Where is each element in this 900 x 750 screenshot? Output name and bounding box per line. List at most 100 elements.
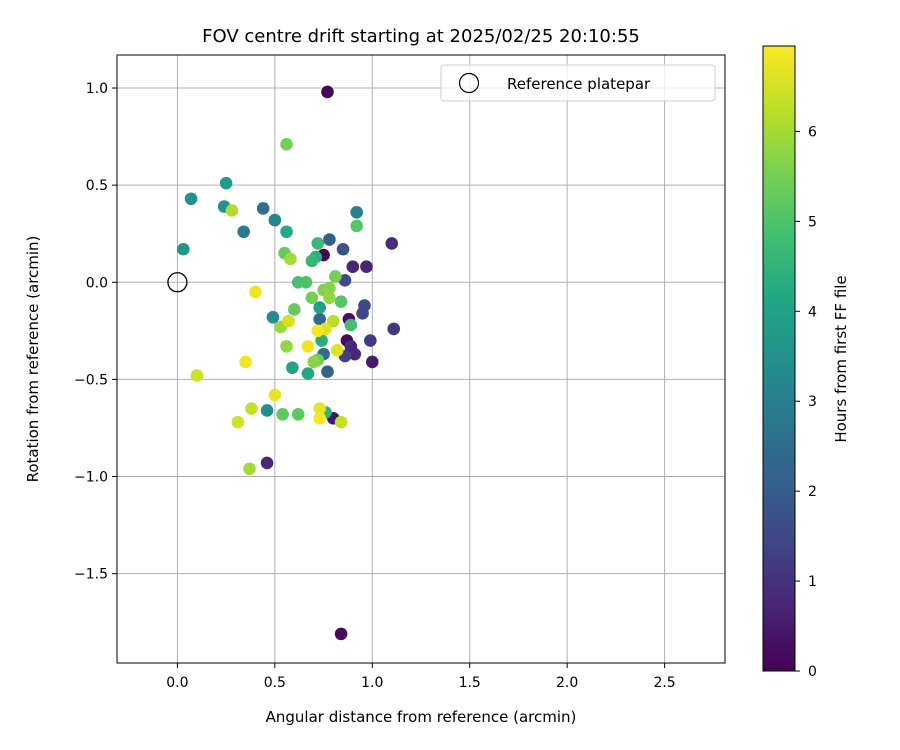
colorbar-label: Hours from first FF file (832, 275, 850, 442)
data-point (313, 411, 326, 425)
x-tick-label: 1.5 (459, 675, 481, 691)
data-point (256, 202, 270, 215)
legend-label: Reference platepar (507, 75, 651, 93)
y-axis-label: Rotation from reference (arcmin) (24, 236, 42, 483)
data-point (334, 415, 348, 429)
data-point (307, 355, 321, 369)
plot-frame (116, 54, 726, 664)
data-point (346, 260, 360, 274)
chart-title: FOV centre drift starting at 2025/02/25 … (202, 26, 640, 47)
data-point (280, 225, 293, 239)
data-point (231, 415, 245, 429)
data-point (266, 310, 280, 324)
data-point (323, 291, 336, 305)
y-tick-label: −0.5 (74, 372, 108, 388)
data-point (280, 340, 293, 353)
data-point (334, 627, 348, 641)
x-axis-ticks: 0.0 0.5 1.0 1.5 2.0 2.5 (166, 663, 676, 691)
data-point (268, 388, 282, 402)
y-tick-label: 1.0 (86, 81, 108, 97)
data-point (385, 237, 399, 250)
data-point (282, 314, 295, 328)
data-point (301, 340, 315, 353)
data-point (365, 355, 379, 369)
data-point (280, 138, 293, 151)
data-point (350, 219, 363, 233)
colorbar-tick-label: 3 (808, 394, 817, 410)
data-point (313, 301, 326, 314)
y-tick-label: −1.5 (74, 567, 108, 583)
data-point (321, 365, 334, 378)
data-point (237, 225, 250, 239)
data-point (249, 285, 262, 299)
data-point (334, 295, 348, 308)
colorbar-tick-label: 6 (808, 124, 817, 140)
data-point (301, 367, 315, 380)
legend-marker-icon (458, 72, 480, 94)
data-point (284, 252, 297, 266)
data-point (323, 281, 336, 295)
data-point (176, 242, 190, 256)
data-point (239, 355, 252, 369)
colorbar-ticks: 0 1 2 3 4 5 6 (795, 124, 817, 680)
legend: Reference platepar (440, 64, 716, 102)
data-point (387, 322, 401, 336)
y-axis-ticks: 1.0 0.5 0.0 −0.5 −1.0 −1.5 (74, 81, 117, 583)
data-point (286, 361, 299, 375)
data-point (291, 408, 305, 421)
y-tick-label: 0.0 (86, 275, 108, 291)
x-tick-label: 0.0 (166, 675, 188, 691)
data-point (360, 260, 373, 274)
x-tick-label: 2.0 (556, 675, 578, 691)
data-point (328, 270, 342, 283)
y-tick-label: −1.0 (74, 470, 108, 486)
data-point (276, 408, 289, 421)
legend-box (440, 64, 716, 102)
data-point (344, 318, 358, 332)
data-point (225, 204, 239, 217)
data-point (260, 404, 274, 417)
colorbar-tick-label: 0 (808, 664, 817, 680)
data-point (315, 334, 328, 347)
data-point (330, 343, 344, 357)
colorbar-tick-label: 1 (808, 574, 817, 590)
data-point (305, 254, 319, 268)
data-point (219, 176, 233, 190)
data-point (364, 334, 377, 347)
data-point (336, 242, 350, 256)
data-point (243, 462, 256, 476)
x-tick-label: 2.5 (653, 675, 675, 691)
data-point (305, 291, 319, 305)
data-point (338, 274, 352, 287)
data-point (321, 85, 334, 99)
data-point (358, 299, 371, 312)
colorbar-tick-label: 4 (808, 304, 817, 320)
colorbar-gradient (762, 45, 796, 672)
data-point (311, 324, 325, 338)
data-point (311, 237, 325, 250)
colorbar-tick-label: 5 (808, 214, 817, 230)
colorbar-tick-label: 2 (808, 484, 817, 500)
data-point (260, 456, 274, 470)
data-point (313, 312, 326, 326)
x-tick-label: 1.0 (361, 675, 383, 691)
grid (117, 55, 725, 663)
data-points (167, 85, 401, 641)
data-point (190, 369, 204, 382)
data-point (350, 206, 363, 219)
data-point (348, 347, 362, 361)
data-point (245, 402, 258, 415)
data-point (323, 233, 336, 246)
x-tick-label: 0.5 (264, 675, 286, 691)
data-point (299, 275, 313, 289)
y-tick-label: 0.5 (86, 178, 108, 194)
reference-platepar-marker (167, 272, 188, 293)
data-point (268, 213, 282, 227)
x-axis-label: Angular distance from reference (arcmin) (266, 708, 577, 726)
data-point (313, 402, 326, 415)
data-point (288, 303, 301, 316)
data-point (184, 192, 198, 206)
colorbar: 0 1 2 3 4 5 6 Hours from first FF file (762, 45, 850, 680)
data-point (327, 314, 340, 328)
